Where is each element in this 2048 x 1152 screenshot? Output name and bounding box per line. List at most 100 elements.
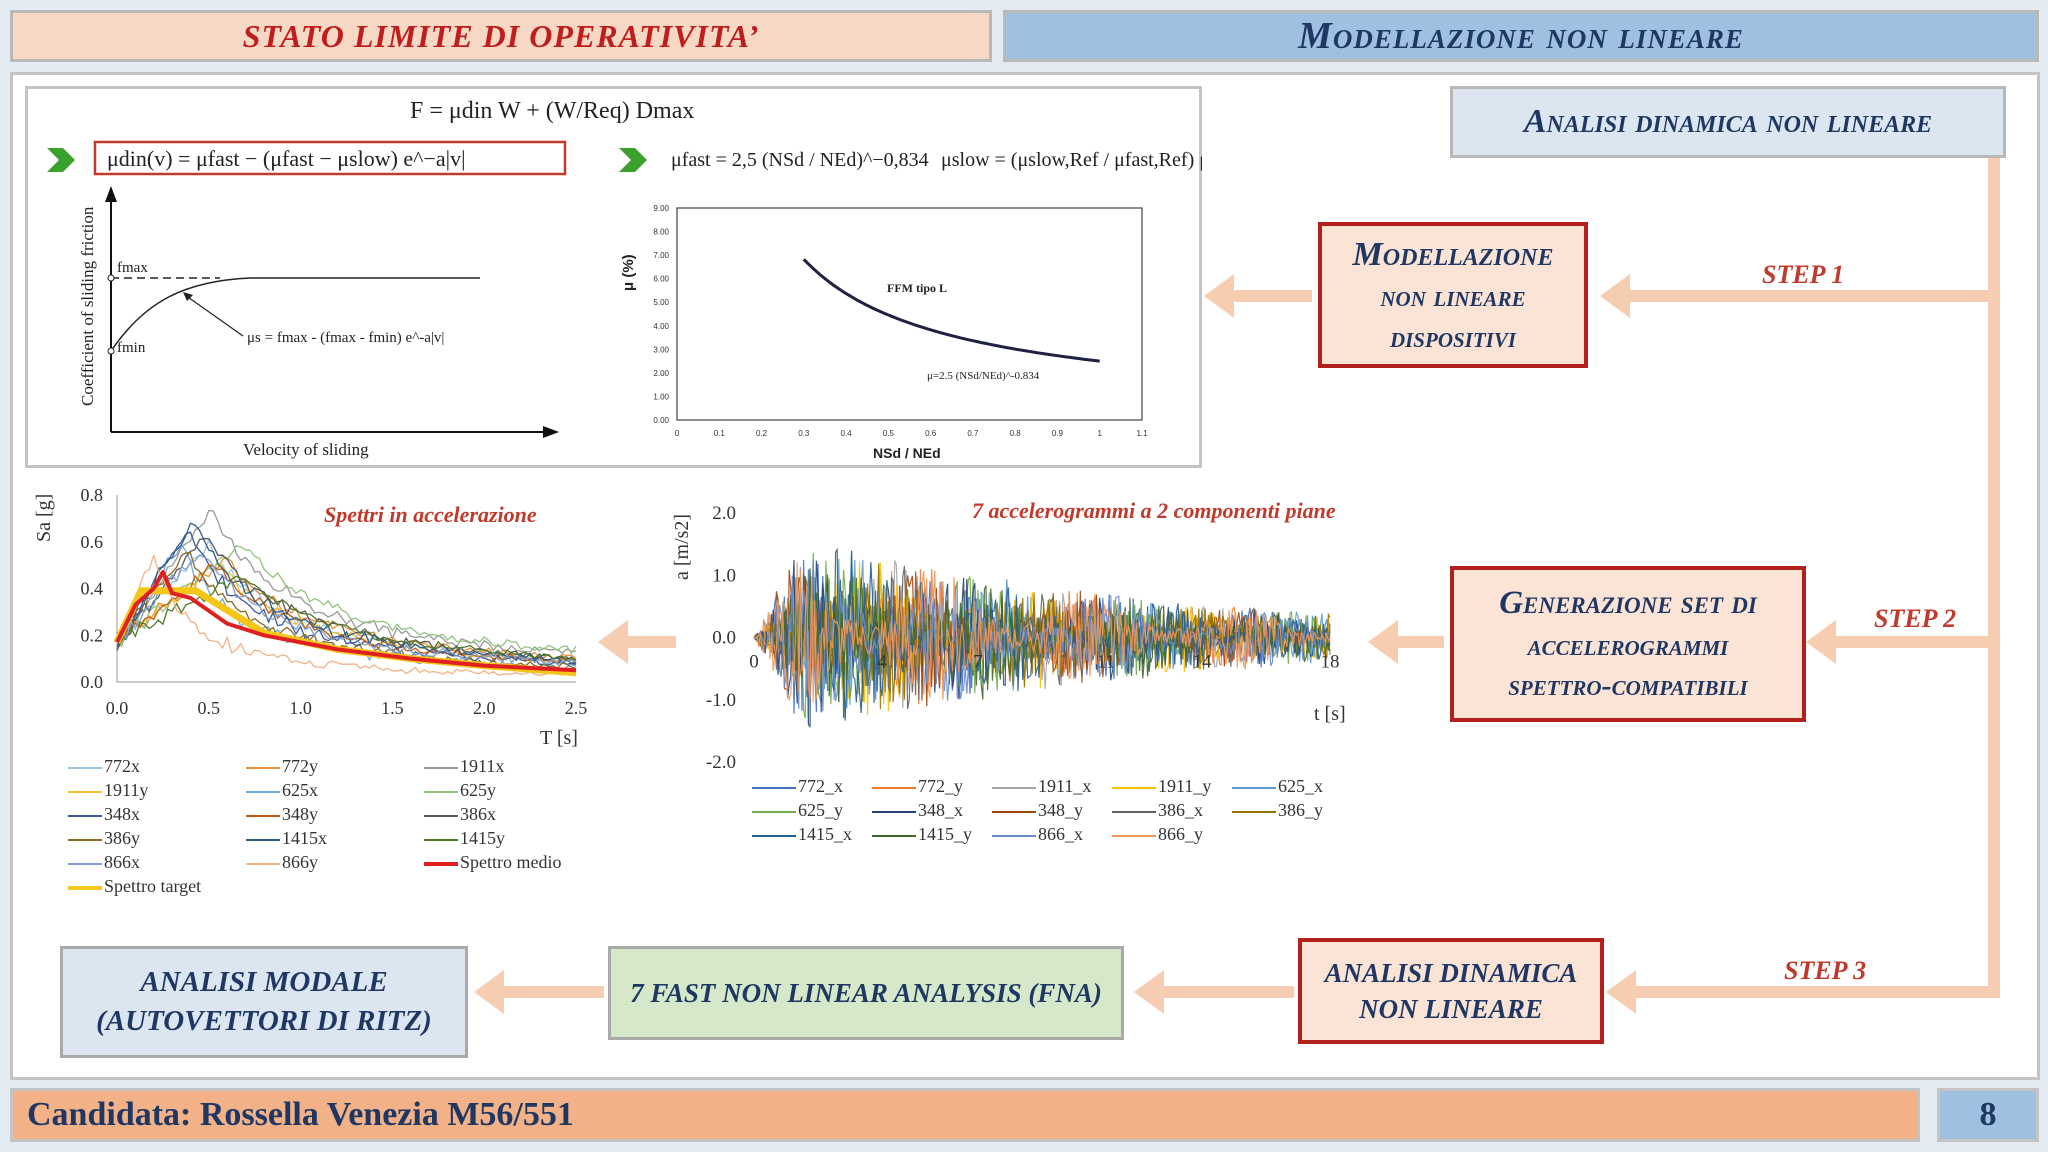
spectra-legend-item: 1911y [68,780,148,801]
formula-mu-din: μdin(v) = μfast − (μfast − μslow) e^−a|v… [107,146,465,171]
accelerogram-legend-item: 348_y [992,800,1083,821]
spectra-legend-item: 625y [424,780,496,801]
mu-ytick: 4.00 [653,322,669,331]
mu-din-box [93,140,567,176]
mu-xtick: 0 [675,429,680,438]
fmax-label: fmax [117,260,148,276]
accelerogram-legend-item: 772_x [752,776,843,797]
mu-xtick: 0.6 [925,429,937,438]
spectra-xtick: 2.0 [473,698,496,718]
arrow-left-icon [1134,970,1164,1014]
accelerogram-legend-item: 772_y [872,776,963,797]
friction-ylabel: Coefficient of sliding friction [78,206,97,406]
spectra-series-line [116,544,577,655]
spectra-title: Spettri in accelerazione [324,502,537,527]
spectra-legend-item: 1415x [246,828,327,849]
mu-formula-label: μ=2.5 (NSd/NEd)^-0.834 [927,370,1040,382]
analisi-dinamica-step3-box: ANALISI DINAMICA NON LINEARE [1298,938,1604,1044]
mu-ytick: 9.00 [653,204,669,213]
formula-mu-slow: μslow = (μslow,Ref / μfast,Ref) μfast [941,149,1202,171]
accelerogram-ytick: -1.0 [706,690,736,711]
friction-curve [110,277,480,352]
arrow-left-icon [1606,970,1636,1014]
spectra-chart: 0.0 0.2 0.4 0.6 0.8 0.0 0.5 1.0 1.5 2.0 2.5 Spettr… [33,485,587,749]
mu-chart-xticks: 0 0.1 0.2 0.3 0.4 0.5 0.6 0.7 0.8 0.9 1 1.1 [675,429,1148,438]
spectra-ytick: 0.2 [81,625,104,645]
formula-F: F = μdin W + (W/Req) Dmax [410,98,694,124]
analisi-dinamica-box: Analisi dinamica non lineare [1450,86,2006,158]
spectra-legend-item: 386y [68,828,140,849]
fmin-label: fmin [117,340,146,356]
mu-ytick: 5.00 [653,298,669,307]
spectra-legend-item: 1911x [424,756,504,777]
accelerogram-chart: 2.0 1.0 0.0 -1.0 -2.0 0 4 7 11 14 18 7 accelerogr… [671,498,1346,773]
mu-chart-ylabel: μ (%) [620,254,637,291]
mu-xtick: 0.8 [1010,429,1022,438]
spectra-xtick: 1.5 [381,698,404,718]
spectra-legend-item: 348x [68,804,140,825]
accelerogram-ytick: 2.0 [712,503,736,524]
accelerogram-legend: 772_x 772_y 1911_x 1911_y 625_x 625_y 348_x 348… [752,776,1352,846]
spectra-legend: 772x 772y 1911x 1911y 625x 625y 348x 348y 386x 38… [68,756,608,906]
analisi-modale-box: ANALISI MODALE (AUTOVETTORI DI RITZ) [60,946,468,1058]
mu-ytick: 7.00 [653,251,669,260]
arrow-left-icon [1368,620,1398,664]
arrow-left-icon [598,620,628,664]
spectra-xtick: 0.5 [198,698,221,718]
accelerogram-series-line [753,562,1331,703]
mu-chart-yticks: 0.00 1.00 2.00 3.00 4.00 5.00 6.00 7.00 8.00 9.00 [653,204,669,425]
mu-curve-label: FFM tipo L [887,281,947,295]
spectra-ylabel: Sa [g] [33,494,55,542]
step1-label: STEP 1 [1762,260,1845,289]
spectra-legend-item: Spettro medio [424,852,562,873]
mu-xtick: 0.5 [883,429,895,438]
accelerogram-xtick: 4 [877,652,887,673]
accelerogram-title: 7 accelerogrammi a 2 componenti piane [972,498,1336,523]
arrow-left-icon [1204,274,1234,318]
accelerogram-xtick: 14 [1193,652,1213,673]
accelerogram-ytick: 0.0 [712,628,736,649]
slide-title-right: Modellazione non lineare [1003,10,2039,62]
spectra-series-line [116,531,577,666]
mu-chart-xlabel: NSd / NEd [873,445,941,461]
spectra-series-line [116,563,577,664]
mu-xtick: 0.9 [1052,429,1064,438]
spectra-legend-item: 386x [424,804,496,825]
formula-panel-graphics: F = μdin W + (W/Req) Dmax μdin(v) = μfas… [47,98,1202,461]
mu-xtick: 0.3 [798,429,810,438]
arrow-left-icon [1600,274,1630,318]
mu-ytick: 1.00 [653,392,669,401]
spectra-legend-item: 866x [68,852,140,873]
spectra-xlabel: T [s] [540,727,578,749]
arrow-left-icon [474,970,504,1014]
spectra-ytick: 0.8 [81,485,104,505]
accelerogram-xlabel: t [s] [1314,703,1346,725]
accelerogram-legend-item: 625_x [1232,776,1323,797]
spectra-ytick: 0.0 [81,672,104,692]
accelerogram-series-line [753,565,1331,710]
accelerogram-ytick: -2.0 [706,752,736,773]
mu-chart: μ (%) NSd / NEd 0.00 1.00 2.00 3.00 4.00 5.00… [620,204,1148,461]
spectra-xtick: 1.0 [289,698,312,718]
slide-title-left: STATO LIMITE DI OPERATIVITA’ [10,10,992,62]
friction-curve-label: μs = fmax - (fmax - fmin) e^-a|v| [247,330,444,346]
spectra-legend-item: 625x [246,780,318,801]
spectra-legend-item: Spettro target [68,876,201,897]
friction-chart: Coefficient of sliding friction Velocity… [78,186,559,459]
formula-mu-fast: μfast = 2,5 (NSd / NEd)^−0,834 [671,149,929,171]
generazione-box: Generazione set di accelerogrammi spettro-… [1450,566,1806,722]
spectra-legend-item: 348y [246,804,318,825]
accelerogram-legend-item: 1415_x [752,824,852,845]
footer-candidate: Candidata: Rossella Venezia M56/551 [10,1088,1920,1142]
mu-ytick: 3.00 [653,345,669,354]
spectra-legend-item: 772y [246,756,318,777]
spectra-legend-item: 1415y [424,828,505,849]
accelerogram-legend-item: 1415_y [872,824,972,845]
mu-xtick: 0.2 [756,429,768,438]
accelerogram-ytick: 1.0 [712,565,736,586]
step2-label: STEP 2 [1874,604,1957,633]
arrow-left-icon [1806,620,1836,664]
spectra-ytick: 0.4 [81,579,104,599]
axis-arrow-icon [543,426,559,438]
